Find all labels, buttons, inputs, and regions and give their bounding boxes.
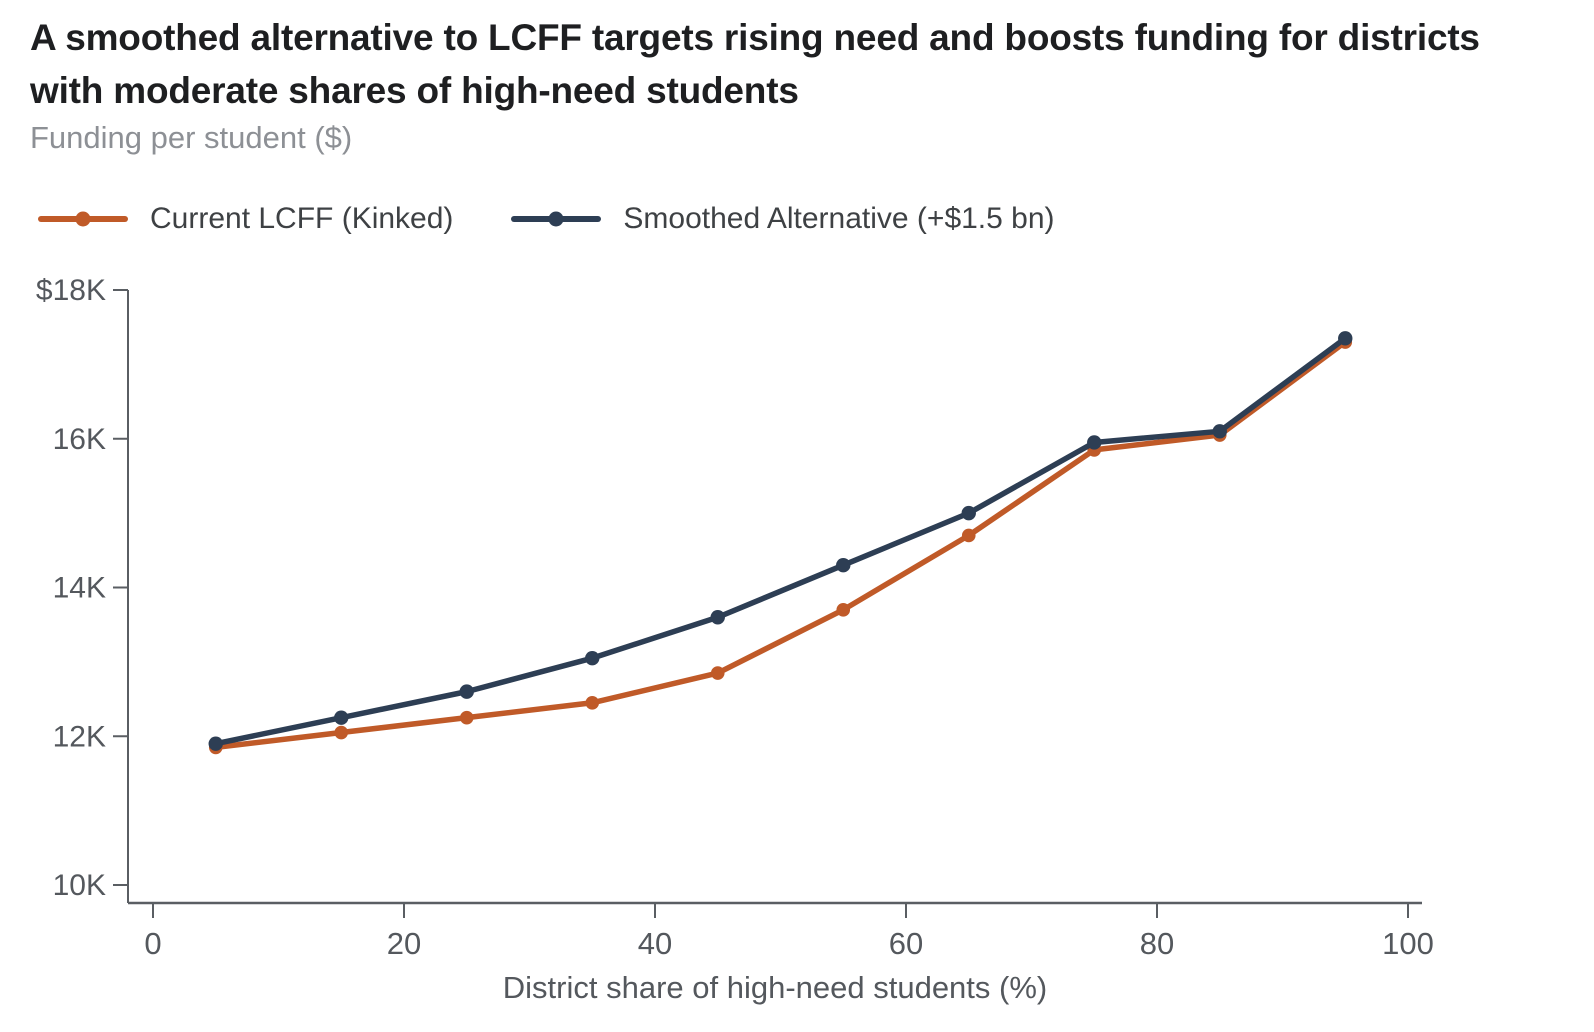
- y-axis-unit-label: Funding per student ($): [30, 120, 353, 155]
- data-point-smoothed-alternative: [1338, 331, 1353, 346]
- data-point-smoothed-alternative: [585, 650, 600, 666]
- x-axis-title: District share of high-need students (%): [503, 970, 1047, 1005]
- legend-item-smoothed-alternative: Smoothed Alternative (+$1.5 bn): [511, 202, 1055, 236]
- x-axis-tick-label: 100: [1382, 926, 1434, 961]
- legend-item-current-lcff: Current LCFF (Kinked): [38, 202, 453, 236]
- y-axis-tick-label: 14K: [53, 572, 106, 605]
- data-point-current-lcff: [961, 528, 976, 543]
- series-line-current-lcff: [213, 339, 1348, 751]
- legend-dot-icon: [548, 211, 564, 227]
- data-point-current-lcff: [836, 603, 851, 617]
- data-point-smoothed-alternative: [334, 710, 349, 725]
- data-point-smoothed-alternative: [1212, 424, 1227, 439]
- legend: Current LCFF (Kinked) Smoothed Alternati…: [38, 202, 1055, 236]
- data-point-current-lcff: [459, 710, 474, 725]
- data-point-smoothed-alternative: [1087, 435, 1102, 450]
- legend-label-smoothed-alternative: Smoothed Alternative (+$1.5 bn): [623, 202, 1055, 235]
- data-point-smoothed-alternative: [961, 505, 976, 521]
- legend-label-current-lcff: Current LCFF (Kinked): [150, 202, 454, 235]
- data-point-smoothed-alternative: [459, 684, 474, 699]
- data-point-smoothed-alternative: [836, 557, 851, 573]
- data-point-current-lcff: [710, 666, 725, 680]
- x-axis-tick-label: 0: [144, 926, 161, 961]
- x-axis-tick-label: 80: [1140, 926, 1174, 961]
- data-point-current-lcff: [585, 695, 600, 710]
- series-line-smoothed-alternative: [213, 335, 1348, 747]
- legend-line-marker-icon: [38, 211, 128, 227]
- data-point-smoothed-alternative: [208, 736, 223, 751]
- legend-line-marker-icon: [511, 211, 602, 227]
- line-chart-plot-area: $18K 16K 14K 12K 10K 0 20 40 60 80 100 District sha…: [36, 274, 1434, 1005]
- data-point-smoothed-alternative: [710, 610, 725, 625]
- x-axis-tick-label: 20: [387, 926, 421, 961]
- data-point-current-lcff: [334, 725, 349, 740]
- y-axis-tick-label: $18K: [36, 274, 106, 307]
- y-axis-tick-label: 12K: [53, 720, 106, 753]
- y-axis-tick-label: 16K: [53, 423, 106, 456]
- x-axis-tick-label: 40: [638, 926, 672, 961]
- legend-dot-icon: [75, 211, 91, 227]
- x-axis-tick-label: 60: [889, 926, 923, 961]
- y-axis-tick-label: 10K: [53, 869, 106, 902]
- chart-title: A smoothed alternative to LCFF targets r…: [30, 17, 1480, 111]
